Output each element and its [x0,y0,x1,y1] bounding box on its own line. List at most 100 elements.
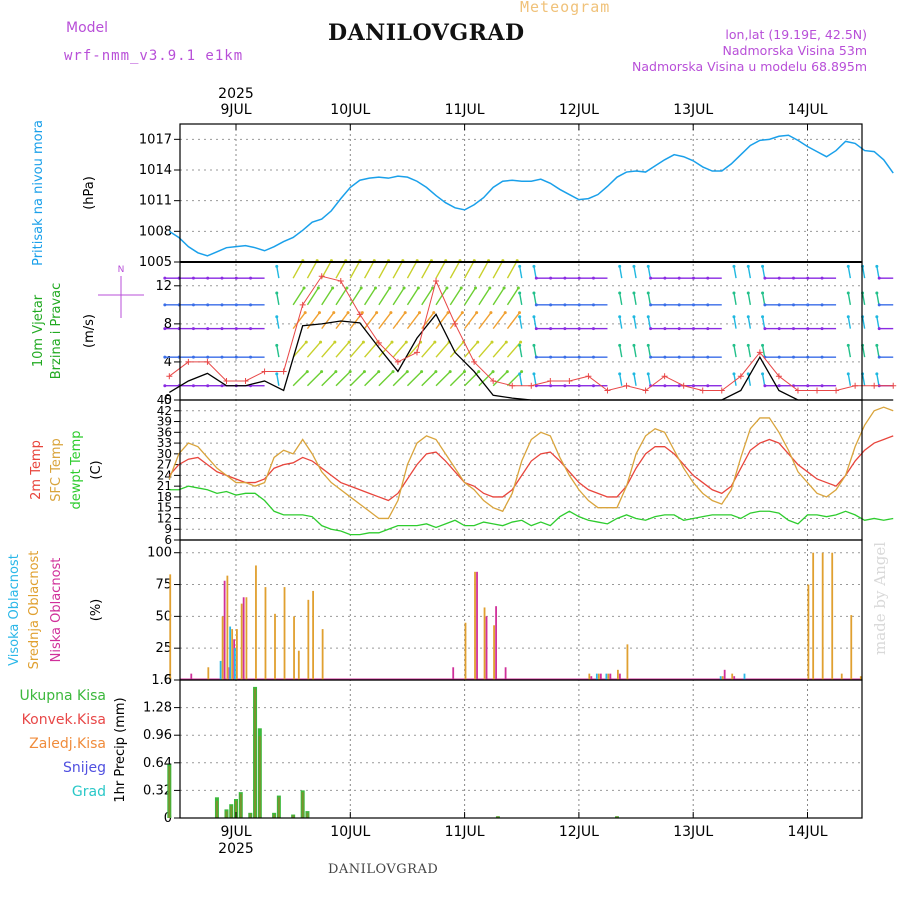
wind-arrow-head [431,286,435,290]
wind-arrow [647,292,652,305]
wind-arrow-head [691,276,695,280]
cloud-bar-mid [483,607,486,680]
wind-arrow-head [534,276,538,280]
wind-arrow [633,292,637,305]
cloud-bar-mid [274,613,276,680]
wind-arrow [292,260,304,279]
wind-arrow-head [732,291,736,295]
wind-arrow-head [346,311,350,315]
wind-arrow-head [646,315,650,319]
wind-arrow [733,316,737,329]
wind-arrow-head [518,264,522,268]
wind-arrow [847,373,852,386]
wind-arrow-head [332,311,336,315]
wind-arrow-head [220,276,224,280]
credit-label: made by Angel [871,541,889,655]
wind-arrow-head [348,370,352,374]
wind-arrow [378,312,392,330]
temp-tick-label: 18 [157,490,172,504]
wind-arrow-head [375,311,379,315]
wind-arrow-head [373,286,377,290]
wind-arrow-head [846,291,850,295]
wind-arrow [449,371,465,387]
cloud-bar-mid [731,673,734,680]
wind-arrow-head [875,291,879,295]
wind-gust-marker [528,382,535,389]
wind-arrow-head [663,384,667,388]
wind-arrow-head [706,276,710,280]
pressure-tick-label: 1008 [139,224,172,239]
wind-arrow-head [618,264,622,268]
elevation-label: Nadmorska Visina 53m [722,43,867,58]
wind-arrow [306,341,322,358]
wind-arrow [533,292,537,305]
wind-arrow-head [691,384,695,388]
wind-arrow [618,345,623,358]
wind-arrow [435,341,450,358]
cloud-low-label: Niska Oblacnost [49,558,64,663]
wind-arrow-head [534,355,538,359]
wind-arrow [861,373,866,386]
wind-arrow [761,345,766,358]
wind-arrow-head [732,372,736,376]
wind-gust-marker [814,387,821,394]
wind-gust-marker [718,387,725,394]
wind-arrow [747,316,752,329]
wind-arrow-head [763,303,767,307]
cloud-bar-mid [607,673,610,680]
cloud-bar-low [485,616,488,680]
top-day-label: 10JUL [330,102,370,118]
cloud-bar-mid [226,575,229,680]
wind-arrow-head [649,355,653,359]
cloud-bar-mid [831,552,834,680]
wind-arrow-head [473,286,477,290]
wind-arrow-head [618,291,622,295]
wind-gust-marker [223,377,230,384]
wind-arrow [292,341,307,358]
wind-arrow [349,341,364,358]
precip-axis-label: 1hr Precip (mm) [113,697,128,802]
precip-legend-2: Zaledj.Kisa [29,736,106,752]
wind-gust-marker [871,382,878,389]
wind-arrow-head [691,355,695,359]
cloud-bar-low [452,667,455,680]
wind-arrow-head [446,311,450,315]
wind-arrow-head [359,286,363,290]
wind-arrow-head [404,340,408,344]
wind-arrow-head [563,327,567,331]
wind-tick-label: 4 [164,355,172,370]
cloud-bar-mid [821,552,824,680]
wind-arrow-head [777,355,781,359]
wind-gust-marker [242,377,249,384]
wind-gust-marker [699,387,706,394]
wind-arrow-head [302,286,306,290]
wind-arrow [321,287,334,306]
wind-arrow-head [275,372,279,376]
wind-arrow-head [163,384,167,388]
temp-sfc-label: SFC Temp [49,438,64,502]
wind-gust-marker [794,387,801,394]
panel-frame [179,123,863,263]
wind-arrow [492,260,504,279]
cloud-high-label: Visoka Oblacnost [7,554,22,666]
temp-tick-label: 24 [157,468,172,482]
wind-arrow-head [563,384,567,388]
wind-arrow-head [806,384,810,388]
wind-arrow [492,371,508,387]
wind-arrow-head [792,327,795,331]
cloud-bar-mid [588,673,591,680]
wind-arrow [478,371,494,387]
wind-arrow-head [677,384,681,388]
wind-arrow-head [591,355,595,359]
wind-arrow [618,292,623,305]
wind-arrow-head [618,343,622,347]
wind-arrow [364,341,379,358]
wind-arrow-head [420,370,424,374]
precip-bar-conv [616,816,618,818]
temp-tick-label: 6 [164,533,172,547]
wind-arrow-head [490,340,494,344]
wind-arrow [876,292,880,305]
wind-arrow-head [563,355,567,359]
wind-arrow-head [191,384,195,388]
top-day-label: 13JUL [673,102,713,118]
